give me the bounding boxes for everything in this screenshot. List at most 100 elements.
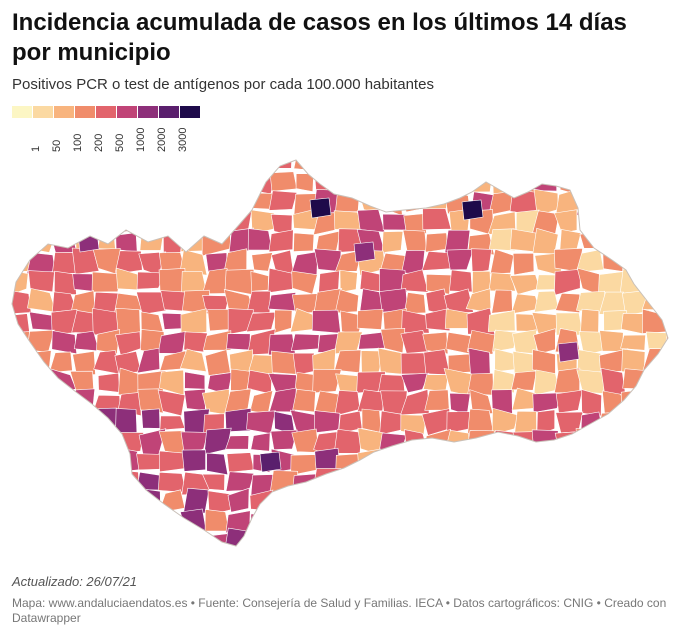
municipality-cell[interactable] bbox=[180, 308, 207, 336]
municipality-cell[interactable] bbox=[270, 429, 298, 450]
municipality-cell[interactable] bbox=[400, 414, 427, 436]
municipality-cell[interactable] bbox=[555, 292, 581, 314]
municipality-cell[interactable] bbox=[141, 408, 161, 429]
municipality-cell[interactable] bbox=[115, 267, 143, 291]
municipality-cell[interactable] bbox=[225, 435, 250, 450]
municipality-cell-hotspot[interactable] bbox=[353, 241, 376, 263]
municipality-cell[interactable] bbox=[136, 347, 161, 374]
municipality-cell[interactable] bbox=[381, 231, 404, 253]
municipality-cell[interactable] bbox=[575, 249, 605, 273]
municipality-cell[interactable] bbox=[403, 213, 427, 234]
municipality-cell[interactable] bbox=[159, 450, 186, 473]
municipality-cell[interactable] bbox=[487, 310, 516, 332]
municipality-cell[interactable] bbox=[379, 288, 409, 313]
municipality-cell[interactable] bbox=[314, 410, 341, 434]
municipality-cell-hotspot[interactable] bbox=[259, 451, 282, 473]
municipality-cell[interactable] bbox=[201, 473, 225, 491]
municipality-cell[interactable] bbox=[554, 367, 581, 394]
municipality-cell[interactable] bbox=[425, 232, 449, 253]
municipality-cell[interactable] bbox=[357, 389, 385, 413]
municipality-cell[interactable] bbox=[512, 252, 535, 276]
andalucia-municipalities-map[interactable] bbox=[8, 152, 672, 552]
municipality-cell[interactable] bbox=[28, 270, 55, 293]
municipality-cell[interactable] bbox=[334, 289, 359, 314]
municipality-cell[interactable] bbox=[620, 334, 646, 351]
municipality-cell[interactable] bbox=[183, 388, 206, 411]
municipality-cell[interactable] bbox=[251, 252, 273, 272]
municipality-cell[interactable] bbox=[312, 368, 342, 394]
municipality-cell[interactable] bbox=[313, 212, 341, 236]
municipality-cell[interactable] bbox=[224, 408, 252, 433]
municipality-cell[interactable] bbox=[377, 347, 408, 375]
municipality-cell[interactable] bbox=[489, 248, 515, 275]
municipality-cell[interactable] bbox=[425, 308, 451, 332]
municipality-cell[interactable] bbox=[225, 471, 255, 492]
municipality-cell[interactable] bbox=[136, 271, 167, 290]
municipality-cell[interactable] bbox=[400, 372, 430, 393]
municipality-cell[interactable] bbox=[269, 171, 298, 192]
municipality-cell[interactable] bbox=[422, 331, 449, 355]
municipality-cell[interactable] bbox=[247, 228, 273, 251]
municipality-cell[interactable] bbox=[228, 227, 254, 253]
municipality-cell[interactable] bbox=[488, 272, 516, 292]
municipality-cell[interactable] bbox=[339, 269, 358, 293]
municipality-cell[interactable] bbox=[73, 330, 100, 352]
municipality-cell[interactable] bbox=[115, 307, 141, 336]
municipality-cell[interactable] bbox=[536, 409, 556, 437]
municipality-cell[interactable] bbox=[534, 290, 560, 313]
municipality-cell[interactable] bbox=[181, 449, 206, 472]
municipality-cell[interactable] bbox=[72, 350, 96, 376]
municipality-cell[interactable] bbox=[137, 388, 164, 414]
municipality-cell[interactable] bbox=[492, 369, 515, 394]
municipality-cell[interactable] bbox=[401, 309, 430, 334]
municipality-cell[interactable] bbox=[491, 407, 519, 436]
municipality-cell[interactable] bbox=[492, 329, 518, 353]
municipality-cell[interactable] bbox=[555, 389, 583, 414]
municipality-cell[interactable] bbox=[183, 331, 208, 353]
municipality-cell[interactable] bbox=[361, 408, 382, 434]
municipality-cell[interactable] bbox=[206, 452, 229, 476]
municipality-cell[interactable] bbox=[157, 389, 186, 417]
municipality-cell[interactable] bbox=[293, 232, 315, 252]
municipality-cell[interactable] bbox=[400, 330, 429, 354]
municipality-cell[interactable] bbox=[290, 333, 320, 352]
municipality-cell[interactable] bbox=[207, 309, 232, 332]
municipality-cell[interactable] bbox=[202, 330, 232, 351]
municipality-cell[interactable] bbox=[404, 292, 427, 314]
municipality-cell[interactable] bbox=[470, 248, 493, 274]
municipality-cell[interactable] bbox=[599, 330, 624, 352]
municipality-cell[interactable] bbox=[553, 209, 578, 234]
municipality-cell[interactable] bbox=[250, 432, 271, 452]
municipality-cell[interactable] bbox=[179, 249, 208, 276]
municipality-cell[interactable] bbox=[159, 415, 186, 431]
municipality-cell[interactable] bbox=[136, 291, 167, 315]
municipality-cell[interactable] bbox=[267, 267, 298, 294]
municipality-cell[interactable] bbox=[358, 331, 386, 350]
municipality-cell[interactable] bbox=[380, 328, 406, 354]
municipality-cell[interactable] bbox=[554, 269, 581, 296]
municipality-cell[interactable] bbox=[311, 309, 341, 334]
municipality-cell[interactable] bbox=[511, 370, 538, 391]
municipality-cell[interactable] bbox=[449, 269, 473, 293]
municipality-cell[interactable] bbox=[468, 347, 491, 376]
choropleth-map[interactable] bbox=[8, 152, 672, 552]
municipality-cell[interactable] bbox=[91, 271, 121, 293]
municipality-cell[interactable] bbox=[491, 289, 513, 314]
municipality-cell[interactable] bbox=[292, 388, 316, 413]
municipality-cell[interactable] bbox=[114, 351, 142, 374]
municipality-cell[interactable] bbox=[50, 309, 78, 335]
municipality-cell[interactable] bbox=[268, 190, 298, 211]
municipality-cell[interactable] bbox=[446, 248, 474, 271]
municipality-cell[interactable] bbox=[114, 250, 143, 275]
municipality-cell[interactable] bbox=[532, 392, 562, 413]
municipality-cell[interactable] bbox=[356, 308, 384, 330]
municipality-cell[interactable] bbox=[268, 292, 296, 312]
municipality-cell[interactable] bbox=[226, 452, 255, 473]
municipality-cell[interactable] bbox=[466, 329, 497, 355]
municipality-cell[interactable] bbox=[268, 229, 294, 253]
municipality-cell[interactable] bbox=[488, 228, 516, 252]
municipality-cell[interactable] bbox=[97, 372, 120, 393]
municipality-cell[interactable] bbox=[204, 509, 230, 532]
municipality-cell[interactable] bbox=[179, 348, 207, 372]
municipality-cell[interactable] bbox=[96, 329, 121, 355]
